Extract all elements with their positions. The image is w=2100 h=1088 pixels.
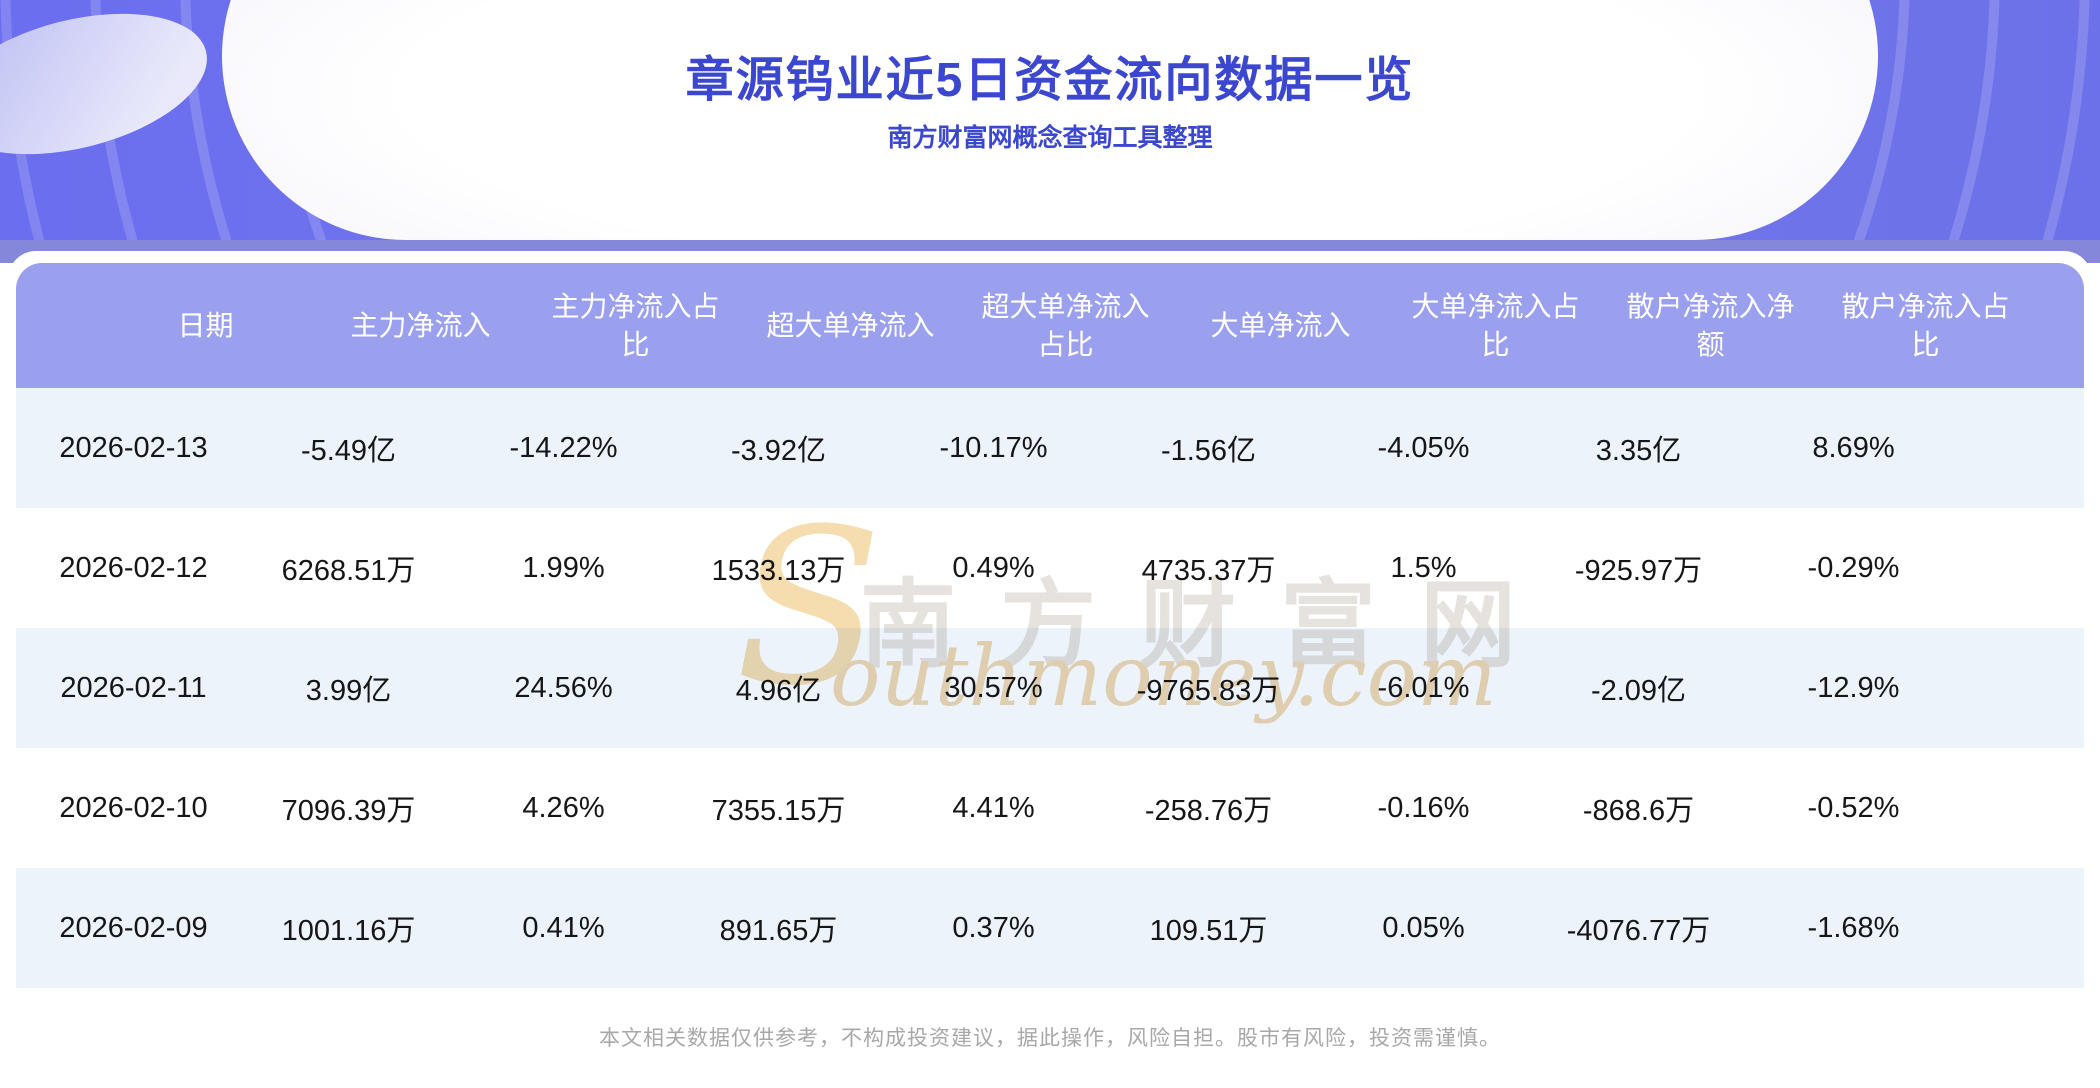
footer-disclaimer: 本文相关数据仅供参考，不构成投资建议，据此操作，风险自担。股市有风险，投资需谨慎… [599,1027,1501,1050]
table-cell: 3.35亿 [1595,435,1682,467]
table-cell: 891.65万 [719,915,838,947]
table-cell: -0.29% [1807,551,1900,584]
table-cell: 4.26% [522,791,605,824]
table-cell: -868.6万 [1582,795,1695,827]
table-cell: -4.05% [1377,431,1470,464]
table-cell: -6.01% [1377,671,1470,704]
table-cell: -5.49亿 [300,435,397,467]
table-row: 2026-02-11 3.99亿 24.56% 4.96亿 30.57% -9765.83… [16,628,2084,748]
table-cell: 8.69% [1812,431,1895,464]
table-cell: 2026-02-10 [59,791,208,824]
table-cell: 2026-02-11 [60,671,207,704]
column-header: 超大单净流入占比 [981,290,1150,360]
table-cell: 7355.15万 [711,795,846,827]
column-header: 超大单净流入 [766,309,935,341]
table-cell: 24.56% [514,671,613,704]
table-cell: 0.49% [952,551,1035,584]
table-cell: -1.56亿 [1160,435,1257,467]
table-cell: -3.92亿 [730,435,827,467]
column-header: 大单净流入占比 [1411,290,1580,360]
page-subtitle: 南方财富网概念查询工具整理 [887,124,1213,152]
page-title: 章源钨业近5日资金流向数据一览 [685,54,1415,107]
table-cell: 109.51万 [1149,915,1268,947]
table-cell: 0.05% [1382,911,1465,944]
table-cell: -14.22% [509,431,618,464]
column-header: 散户净流入净额 [1626,290,1795,360]
table-cell: -10.17% [939,431,1048,464]
table-cell: 2026-02-12 [59,551,208,584]
table-cell: -0.52% [1807,791,1900,824]
table-row: 2026-02-13 -5.49亿 -14.22% -3.92亿 -10.17% -1.5… [16,388,2084,508]
table-cell: 30.57% [944,671,1043,704]
table-cell: -9765.83万 [1136,675,1281,707]
table-cell: 3.99亿 [305,675,392,707]
table-cell: -1.68% [1807,911,1900,944]
table-cell: 0.37% [952,911,1035,944]
table-cell: 7096.39万 [281,795,416,827]
table-cell: 1.5% [1390,551,1457,584]
table-row: 2026-02-12 6268.51万 1.99% 1533.13万 0.49% 4735… [16,508,2084,628]
table-body: 2026-02-13 -5.49亿 -14.22% -3.92亿 -10.17% -1.5… [16,388,2084,988]
table-cell: 1533.13万 [711,555,846,587]
table-cell: 6268.51万 [281,555,416,587]
column-header: 主力净流入占比 [551,290,720,360]
table-cell: -4076.77万 [1566,915,1711,947]
table-cell: -2.09亿 [1590,675,1687,707]
table-cell: 1.99% [522,551,605,584]
table-row: 2026-02-09 1001.16万 0.41% 891.65万 0.37% 109.5… [16,868,2084,988]
column-header: 日期 [177,309,234,341]
table-cell: -925.97万 [1574,555,1703,587]
table-cell: 2026-02-13 [59,431,208,464]
title-card [222,0,1878,240]
banner: 章源钨业近5日资金流向数据一览 南方财富网概念查询工具整理 [0,0,2100,240]
table-cell: -258.76万 [1144,795,1273,827]
column-header: 主力净流入 [350,309,491,341]
table-cell: 1001.16万 [281,915,416,947]
column-header: 散户净流入占比 [1841,290,2010,360]
table-cell: 4.41% [952,791,1035,824]
table-cell: 4735.37万 [1141,555,1276,587]
table-cell: 2026-02-09 [59,911,208,944]
table-cell: 4.96亿 [735,675,822,707]
table-cell: -12.9% [1807,671,1900,704]
table-cell: -0.16% [1377,791,1470,824]
table-row: 2026-02-10 7096.39万 4.26% 7355.15万 4.41% -258… [16,748,2084,868]
column-header: 大单净流入 [1210,309,1351,341]
table-header-row: 日期 主力净流入 主力净流入占比 超大单净流入 超大单净流入占比 大单净流入 大单净流入占比… [16,263,2084,388]
table-cell: 0.41% [522,911,605,944]
